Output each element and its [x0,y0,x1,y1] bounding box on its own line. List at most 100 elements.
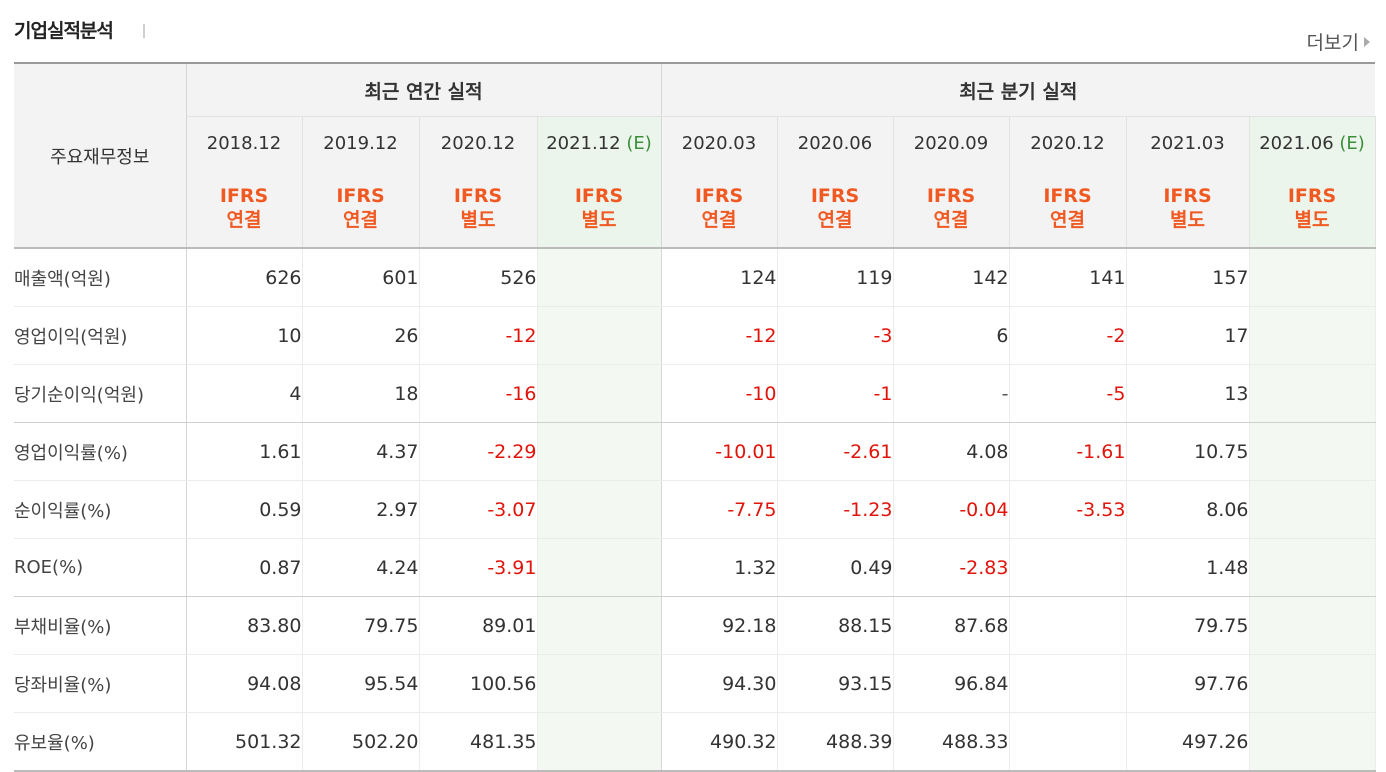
more-link[interactable]: 더보기 [1307,28,1370,55]
row-label: 순이익률(%) [14,480,187,539]
row-label: 유보율(%) [14,712,187,772]
table-row: 순이익률(%) 0.59 2.97 -3.07 -7.75 -1.23 -0.04 -3.53… [14,480,1376,539]
row-label: 당좌비율(%) [14,654,187,713]
table-cell [537,596,662,655]
table-cell [1249,364,1376,423]
table-cell [1009,712,1127,772]
period-label: 2021.12 [546,132,621,154]
table-cell: 488.39 [777,712,894,772]
table-cell [1249,596,1376,655]
table-cell: 0.59 [186,480,303,539]
period-header: 2020.03 [661,116,778,169]
table-cell: 18 [302,364,420,423]
chevron-right-icon [1364,36,1370,47]
table-cell: 79.75 [1126,596,1250,655]
table-cell: 88.15 [777,596,894,655]
table-cell: 157 [1126,248,1250,307]
period-header: 2021.06 (E) [1249,116,1376,169]
table-cell: 488.33 [893,712,1010,772]
group-header-annual: 최근 연간 실적 [186,62,662,117]
table-cell: -10 [661,364,778,423]
table-cell: 92.18 [661,596,778,655]
table-cell: 97.76 [1126,654,1250,713]
period-header: 2019.12 [302,116,420,169]
period-label: 2020.12 [1030,132,1105,154]
title-divider [143,24,145,38]
period-header: 2021.03 [1126,116,1250,169]
period-label: 2019.12 [323,132,398,154]
period-header: 2018.12 [186,116,303,169]
table-row: 당좌비율(%) 94.08 95.54 100.56 94.30 93.15 96.84 97… [14,654,1376,713]
ifrs-basis: 별도 [581,209,617,231]
table-cell: 497.26 [1126,712,1250,772]
table-cell [537,538,662,597]
table-cell [1249,712,1376,772]
table-cell [1009,596,1127,655]
table-cell: 94.30 [661,654,778,713]
table-cell: 502.20 [302,712,420,772]
table-cell [1249,422,1376,481]
ifrs-header: IFRS 연결 [661,169,778,249]
table-row: 유보율(%) 501.32 502.20 481.35 490.32 488.39 488.… [14,712,1376,772]
table-cell: -2.83 [893,538,1010,597]
table-cell: 142 [893,248,1010,307]
more-link-label: 더보기 [1306,32,1359,54]
ifrs-basis: 별도 [460,209,496,231]
table-cell: 4.37 [302,422,420,481]
table-cell [1009,654,1127,713]
ifrs-basis: 연결 [817,209,853,231]
table-cell: 26 [302,306,420,365]
period-header: 2020.12 [419,116,538,169]
period-header: 2020.12 [1009,116,1127,169]
table-cell: -16 [419,364,538,423]
table-cell: 601 [302,248,420,307]
table-cell: 17 [1126,306,1250,365]
table-cell: 13 [1126,364,1250,423]
ifrs-header: IFRS 별도 [537,169,662,249]
table-cell [537,712,662,772]
table-cell: 2.97 [302,480,420,539]
table-cell: 0.87 [186,538,303,597]
table-cell: -0.04 [893,480,1010,539]
table-cell: -7.75 [661,480,778,539]
table-cell: 94.08 [186,654,303,713]
estimate-marker: (E) [626,132,652,154]
table-row: 영업이익률(%) 1.61 4.37 -2.29 -10.01 -2.61 4.08 -1.6… [14,422,1376,481]
table-cell: 124 [661,248,778,307]
row-label: 영업이익(억원) [14,306,187,365]
table-cell: -12 [661,306,778,365]
table-cell: 10.75 [1126,422,1250,481]
table-row: 부채비율(%) 83.80 79.75 89.01 92.18 88.15 87.68 79.… [14,596,1376,655]
table-cell [1249,538,1376,597]
period-label: 2020.12 [440,132,516,154]
table-cell: 10 [186,306,303,365]
ifrs-basis: 연결 [701,209,737,231]
table-cell: 95.54 [302,654,420,713]
ifrs-header: IFRS 연결 [893,169,1010,249]
ifrs-standard: IFRS [453,185,503,207]
row-label: 매출액(억원) [14,248,187,307]
table-cell: 96.84 [893,654,1010,713]
group-header-quarterly: 최근 분기 실적 [661,62,1376,117]
period-label: 2021.03 [1150,132,1225,154]
table-cell: 490.32 [661,712,778,772]
ifrs-standard: IFRS [219,185,269,207]
table-cell [537,364,662,423]
table-cell: -3 [777,306,894,365]
period-label: 2020.03 [681,132,757,154]
ifrs-basis: 별도 [1170,209,1205,231]
table-cell [537,248,662,307]
financial-summary-table: 주요재무정보 최근 연간 실적 최근 분기 실적 2018.12 2019.12 2… [14,62,1376,772]
ifrs-standard: IFRS [336,185,385,207]
table-cell: 1.61 [186,422,303,481]
table-cell [1249,654,1376,713]
table-cell: 79.75 [302,596,420,655]
table-cell: 526 [419,248,538,307]
table-cell: 83.80 [186,596,303,655]
period-header: 2020.09 [893,116,1010,169]
ifrs-header: IFRS 별도 [1126,169,1250,249]
table-cell: -1.23 [777,480,894,539]
table-cell: -2.29 [419,422,538,481]
table-cell: -5 [1009,364,1127,423]
table-cell: -2 [1009,306,1127,365]
